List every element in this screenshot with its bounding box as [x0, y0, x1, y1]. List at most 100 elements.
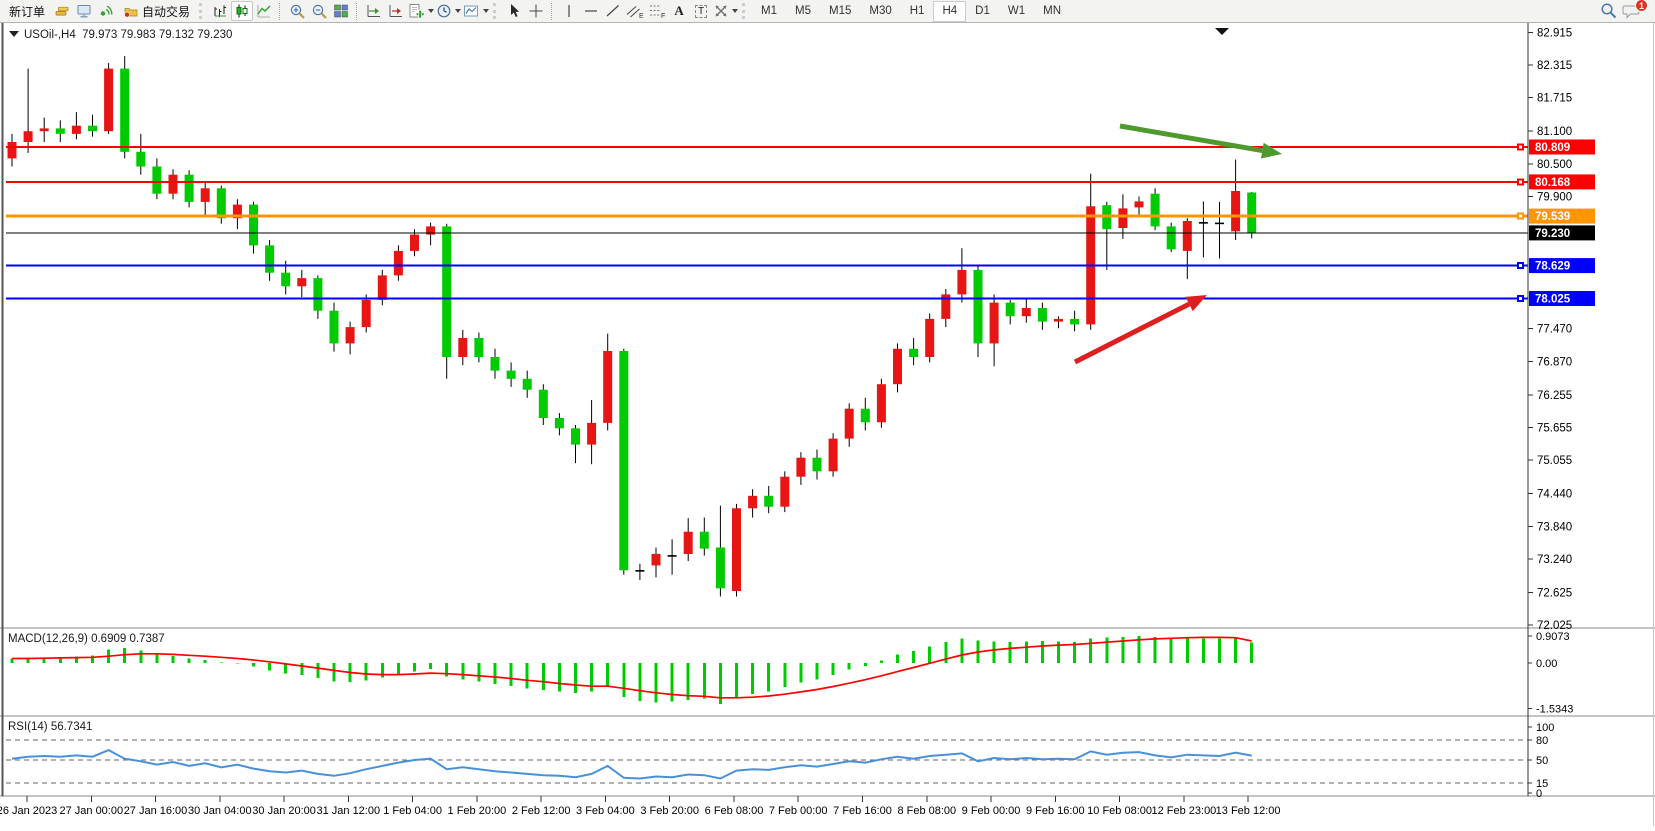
candlestick-chart-button[interactable] — [231, 1, 254, 21]
new-order-label: 新订单 — [9, 4, 46, 19]
tab-m1[interactable]: M1 — [761, 5, 778, 17]
chart-shift-icon — [367, 5, 381, 17]
zoom-out-icon — [312, 4, 327, 19]
trendline-icon — [606, 5, 619, 17]
svg-text:1 Feb 20:00: 1 Feb 20:00 — [448, 805, 507, 817]
svg-text:30 Jan 04:00: 30 Jan 04:00 — [188, 805, 252, 817]
tab-m30[interactable]: M30 — [869, 5, 892, 17]
gold-ingots-icon[interactable] — [51, 1, 73, 21]
cursor-tool-button[interactable] — [503, 1, 525, 21]
arrows-tool-icon — [715, 5, 727, 17]
zoom-out-button[interactable] — [308, 1, 330, 21]
symbol-dropdown-icon — [9, 31, 19, 37]
macd-axis[interactable]: 0.9073 0.00 -1.5343 — [1528, 631, 1573, 716]
tab-m5[interactable]: M5 — [795, 5, 811, 17]
svg-text:81.100: 81.100 — [1537, 126, 1572, 138]
tab-h4[interactable]: H4 — [933, 0, 967, 22]
tab-mn[interactable]: MN — [1043, 5, 1061, 17]
tab-m15[interactable]: M15 — [829, 5, 852, 17]
time-axis[interactable]: 26 Jan 2023 27 Jan 00:00 27 Jan 16:00 30 Ja… — [0, 796, 1281, 817]
auto-scroll-button[interactable] — [385, 1, 407, 21]
tile-windows-icon — [334, 4, 348, 18]
periods-caret — [455, 9, 462, 13]
notification-badge: 1 — [1635, 0, 1648, 12]
svg-text:80.168: 80.168 — [1535, 177, 1571, 189]
horizontal-line-icon — [585, 10, 598, 12]
line-chart-button[interactable] — [253, 1, 275, 21]
svg-text:76.870: 76.870 — [1537, 356, 1572, 368]
auto-scroll-icon — [389, 5, 403, 17]
toolbar-grip — [199, 3, 206, 19]
svg-text:78.025: 78.025 — [1535, 294, 1571, 306]
search-button[interactable] — [1598, 1, 1620, 21]
tab-w1[interactable]: W1 — [1007, 5, 1026, 17]
template-icon — [464, 5, 479, 17]
hline-78.629[interactable] — [6, 262, 1528, 270]
channel-tool-button[interactable]: E — [624, 1, 646, 21]
indicators-icon — [409, 4, 425, 19]
auto-trading-icon — [124, 8, 138, 18]
svg-text:80: 80 — [1536, 735, 1548, 747]
label-tool-button[interactable]: T — [690, 1, 712, 21]
bar-chart-button[interactable] — [209, 1, 231, 21]
crosshair-tool-button[interactable] — [525, 1, 547, 21]
svg-text:27 Jan 00:00: 27 Jan 00:00 — [59, 805, 123, 817]
rsi-line — [11, 748, 1252, 780]
toolbar-separator — [356, 2, 359, 20]
horizontal-line-tool-button[interactable] — [580, 1, 602, 21]
toolbar-separator — [551, 2, 554, 20]
svg-text:100: 100 — [1536, 722, 1554, 734]
hline-80.168[interactable] — [6, 178, 1528, 186]
trend-arrow-green[interactable] — [1119, 123, 1282, 159]
svg-text:12 Feb 23:00: 12 Feb 23:00 — [1151, 805, 1216, 817]
macd-label: MACD(12,26,9) 0.6909 0.7387 — [8, 633, 165, 645]
svg-text:76.255: 76.255 — [1537, 390, 1572, 402]
svg-text:74.440: 74.440 — [1537, 489, 1572, 501]
svg-text:75.055: 75.055 — [1537, 455, 1572, 467]
svg-text:13 Feb 12:00: 13 Feb 12:00 — [1216, 805, 1281, 817]
hline-78.025[interactable] — [6, 295, 1528, 302]
svg-text:USOil-,H4 79.973 79.983 79.13: USOil-,H4 79.973 79.983 79.132 79.230 — [24, 29, 232, 41]
chart-shift-button[interactable] — [363, 1, 385, 21]
tab-d1[interactable]: D1 — [975, 5, 990, 17]
svg-text:26 Jan 2023: 26 Jan 2023 — [0, 805, 57, 817]
svg-text:31 Jan 12:00: 31 Jan 12:00 — [316, 805, 380, 817]
tile-windows-button[interactable] — [330, 1, 352, 21]
notifications-button[interactable]: 1 — [1620, 0, 1648, 21]
label-tool-label: T — [694, 4, 708, 18]
svg-text:2 Feb 12:00: 2 Feb 12:00 — [512, 805, 571, 817]
hline-79.539[interactable] — [6, 212, 1528, 220]
svg-text:73.240: 73.240 — [1537, 554, 1572, 566]
svg-text:79.230: 79.230 — [1535, 228, 1570, 240]
trend-arrow-red[interactable] — [1073, 295, 1207, 365]
indicators-button[interactable] — [407, 1, 435, 21]
svg-text:82.315: 82.315 — [1537, 60, 1572, 72]
panel-separators[interactable] — [0, 627, 1655, 797]
chart-title: USOil-,H4 79.973 79.983 79.132 79.230 — [9, 29, 232, 41]
chart-surface[interactable]: 82.915 82.315 81.715 81.100 80.500 79.900 77.4… — [0, 23, 1655, 826]
new-order-button[interactable]: 新订单 — [3, 1, 51, 21]
crosshair-icon — [529, 4, 543, 18]
text-tool-button[interactable]: A — [668, 1, 690, 21]
periods-button[interactable] — [435, 1, 462, 21]
top-marker-icon — [1215, 28, 1229, 35]
zoom-in-button[interactable] — [286, 1, 308, 21]
tab-h1[interactable]: H1 — [909, 5, 925, 17]
svg-text:79.539: 79.539 — [1535, 211, 1570, 223]
templates-button[interactable] — [462, 1, 490, 21]
svg-text:E: E — [639, 13, 644, 19]
vertical-line-tool-button[interactable] — [558, 1, 580, 21]
svg-text:0.00: 0.00 — [1536, 658, 1557, 670]
price-line-labels: 80.809 80.168 79.539 79.230 78.629 78.025 — [1529, 139, 1595, 306]
fibonacci-tool-button[interactable]: F — [646, 1, 668, 21]
signal-icon[interactable] — [95, 1, 117, 21]
cursor-icon — [511, 4, 520, 17]
svg-text:-1.5343: -1.5343 — [1536, 704, 1573, 716]
trendline-tool-button[interactable] — [602, 1, 624, 21]
hline-80.809[interactable] — [6, 143, 1528, 151]
price-axis[interactable]: 82.915 82.315 81.715 81.100 80.500 79.900 77.4… — [1528, 27, 1572, 632]
arrows-tool-button[interactable] — [712, 1, 739, 21]
auto-trading-button[interactable]: 自动交易 — [117, 1, 196, 21]
market-watch-icon[interactable] — [73, 1, 95, 21]
